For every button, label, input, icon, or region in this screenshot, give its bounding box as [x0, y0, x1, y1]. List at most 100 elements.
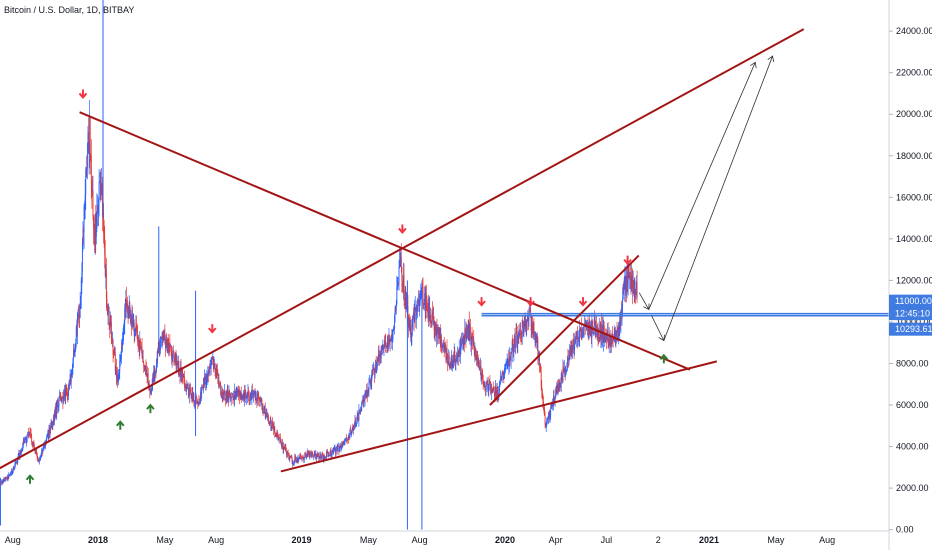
candle-body: [594, 320, 596, 323]
candle-body: [445, 348, 447, 361]
candle-body: [158, 345, 160, 354]
candle-body: [622, 285, 624, 299]
candle-body: [230, 397, 232, 401]
candle-body: [205, 382, 207, 385]
candle-body: [248, 391, 249, 397]
candle-body: [220, 394, 222, 398]
candle-body: [355, 423, 357, 427]
candle-body: [401, 266, 403, 281]
candle-body: [539, 365, 541, 371]
candle-body: [587, 323, 588, 326]
candle-body: [542, 395, 544, 402]
candle-body: [513, 335, 515, 346]
candle-body: [343, 442, 345, 444]
candle-body: [288, 456, 290, 459]
candle-body: [350, 429, 351, 434]
candle-body: [579, 328, 581, 331]
candle-body: [330, 450, 331, 455]
candle-body: [380, 346, 382, 360]
candle-body: [264, 407, 266, 409]
candle-body: [536, 334, 538, 342]
candle-body: [13, 468, 15, 470]
candle-body: [161, 338, 163, 340]
candle-body: [493, 390, 495, 392]
candle-body: [155, 371, 157, 372]
candle-body: [488, 385, 490, 390]
candle-body: [275, 434, 277, 436]
candle-body: [345, 439, 346, 440]
candle-body: [110, 318, 112, 323]
candle-body: [128, 314, 130, 318]
candle-body: [476, 355, 477, 360]
candle-body: [65, 388, 67, 398]
candle-body: [400, 256, 402, 267]
candle-body: [439, 333, 441, 335]
candle-body: [66, 390, 68, 392]
candle-body: [118, 372, 120, 374]
candle-body: [448, 355, 450, 367]
candle-body: [409, 324, 411, 330]
candle-body: [564, 368, 566, 373]
candle-body: [531, 316, 533, 331]
candle-body: [94, 236, 96, 243]
candle-body: [280, 443, 282, 447]
candle-body: [209, 366, 210, 373]
candle-body: [49, 427, 51, 435]
candle-body: [52, 422, 54, 427]
candle-body: [393, 328, 395, 330]
candle-body: [605, 337, 607, 341]
candle-body: [457, 352, 459, 356]
candle-body: [298, 457, 300, 462]
candle-body: [397, 282, 399, 285]
candle-body: [444, 344, 446, 347]
candle-body: [361, 403, 363, 411]
candle-body: [184, 386, 186, 389]
candle-body: [570, 349, 572, 355]
candle-body: [479, 365, 481, 368]
candle-body: [113, 354, 115, 356]
candle-body: [284, 447, 286, 449]
candle-body: [217, 372, 219, 382]
candle-body: [90, 154, 92, 157]
candle-body: [436, 325, 438, 328]
candle-body: [336, 446, 338, 448]
candle-body: [27, 432, 29, 434]
candle-body: [163, 336, 165, 338]
up-arrow-head: [116, 420, 125, 427]
candle-body: [348, 436, 350, 439]
candle-body: [492, 388, 494, 393]
candle-body: [203, 384, 205, 385]
candle-body: [492, 388, 494, 391]
candle-body: [187, 384, 189, 389]
candle-body: [388, 337, 390, 347]
candle-body: [396, 284, 398, 288]
candle-body: [619, 314, 621, 332]
projection-arrowhead: [767, 55, 775, 63]
candle-body: [263, 407, 265, 414]
candle-body: [475, 357, 477, 360]
candle-body: [491, 389, 493, 393]
candle-body: [606, 336, 608, 340]
candle-body: [83, 206, 85, 233]
candle-body: [521, 334, 523, 338]
candle-body: [409, 318, 411, 330]
candle-body: [590, 321, 592, 338]
candle-body: [529, 309, 530, 311]
candle-body: [416, 306, 418, 311]
candle-body: [379, 353, 380, 357]
candle-body: [185, 387, 187, 390]
candle-body: [297, 457, 299, 462]
candle-body: [169, 342, 171, 347]
candle-body: [429, 308, 431, 319]
candle-body: [496, 394, 498, 397]
candle-body: [360, 409, 362, 412]
candle-body: [604, 334, 606, 341]
candle-body: [514, 335, 516, 349]
down-arrow-head: [623, 258, 632, 266]
candle-body: [141, 347, 142, 348]
candle-body: [55, 407, 57, 414]
candle-body: [61, 397, 63, 399]
candle-body: [44, 444, 46, 446]
candle-body: [28, 431, 30, 433]
